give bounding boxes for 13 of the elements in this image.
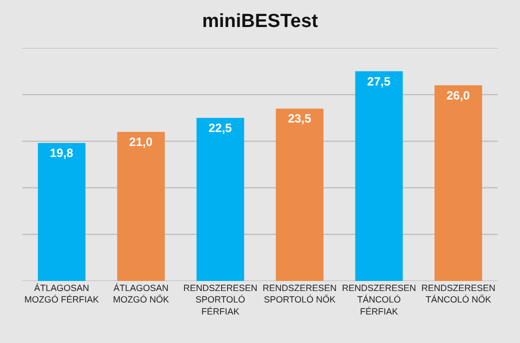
x-tick-label: RENDSZERESEN SPORTOLÓ NŐK — [262, 283, 337, 305]
x-tick-label: RENDSZERESEN TÁNCOLÓ FÉRFIAK — [342, 283, 416, 316]
data-label: 23,5 — [288, 112, 312, 126]
data-label: 26,0 — [446, 88, 470, 102]
x-tick-label: ÁTLAGOSAN MOZGÓ FÉRFIAK — [24, 283, 99, 305]
x-tick-label: RENDSZERESEN TÁNCOLÓ NŐK — [421, 283, 496, 305]
chart-title: miniBESTest — [202, 11, 319, 32]
x-tick-label: ÁTLAGOSAN MOZGÓ NŐK — [113, 283, 169, 305]
data-label: 19,8 — [50, 146, 74, 160]
data-label: 27,5 — [367, 74, 391, 88]
data-label: 21,0 — [129, 134, 153, 149]
x-tick-label: RENDSZERESEN SPORTOLÓ FÉRFIAK — [183, 283, 258, 316]
data-label: 22,5 — [208, 120, 232, 135]
